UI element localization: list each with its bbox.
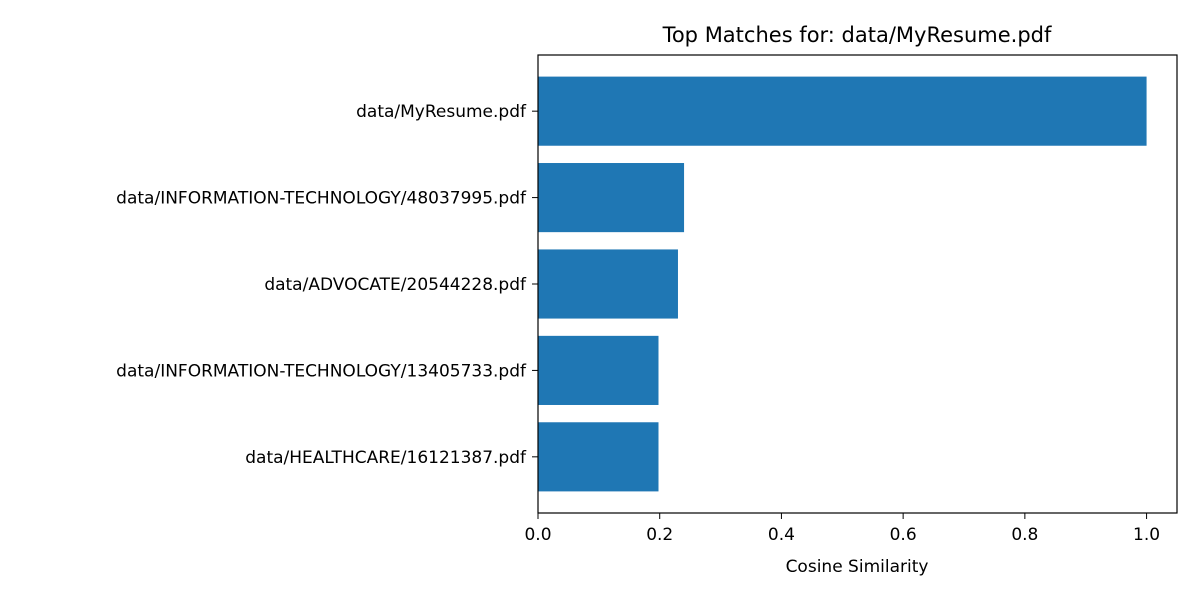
bar-2 (538, 249, 678, 319)
y-tick-label: data/INFORMATION-TECHNOLOGY/48037995.pdf (116, 189, 527, 209)
y-tick-label: data/HEALTHCARE/16121387.pdf (245, 448, 527, 468)
y-tick-label: data/MyResume.pdf (356, 102, 527, 122)
y-tick-label: data/INFORMATION-TECHNOLOGY/13405733.pdf (116, 361, 527, 381)
x-axis-label: Cosine Similarity (786, 557, 929, 577)
y-tick-label: data/ADVOCATE/20544228.pdf (264, 275, 527, 295)
x-tick-label: 0.0 (524, 525, 551, 545)
x-ticks-group: 0.0 0.2 0.4 0.6 0.8 1.0 (524, 513, 1160, 545)
x-tick-label: 0.4 (768, 525, 795, 545)
x-tick-label: 0.6 (890, 525, 917, 545)
bars-group (538, 76, 1147, 492)
plot-frame (537, 54, 1178, 514)
y-ticks-group: data/MyResume.pdf data/INFORMATION-TECHNO… (116, 102, 538, 468)
bar-0 (538, 76, 1147, 146)
bar-4 (538, 422, 659, 492)
x-tick-label: 1.0 (1133, 525, 1160, 545)
bar-1 (538, 163, 685, 233)
chart-title: Top Matches for: data/MyResume.pdf (662, 23, 1052, 47)
x-tick-label: 0.2 (646, 525, 673, 545)
bar-3 (538, 335, 659, 405)
x-tick-label: 0.8 (1011, 525, 1038, 545)
